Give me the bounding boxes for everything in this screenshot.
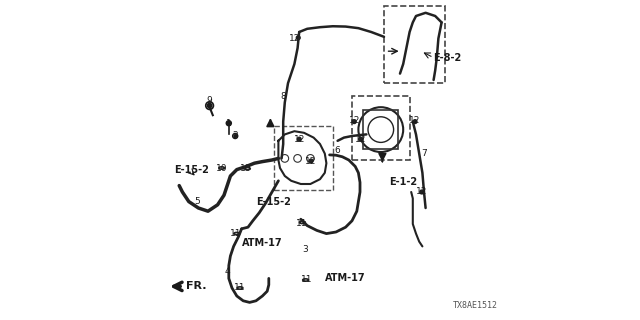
Text: 11: 11	[301, 276, 312, 284]
Text: E-15-2: E-15-2	[256, 196, 291, 207]
Text: 5: 5	[194, 197, 200, 206]
Circle shape	[227, 121, 232, 126]
Circle shape	[296, 36, 300, 40]
Circle shape	[234, 135, 237, 137]
Text: ATM-17: ATM-17	[325, 273, 365, 284]
Text: E-1-2: E-1-2	[388, 177, 417, 188]
Text: 6: 6	[335, 146, 340, 155]
Text: 11: 11	[296, 220, 307, 228]
Circle shape	[207, 103, 212, 108]
Text: 12: 12	[410, 116, 420, 125]
Text: 7: 7	[421, 149, 427, 158]
Text: 10: 10	[216, 164, 227, 172]
Text: 12: 12	[305, 157, 317, 166]
Text: 4: 4	[225, 268, 230, 276]
Text: E-8-2: E-8-2	[434, 52, 462, 63]
Text: 11: 11	[230, 229, 241, 238]
Text: ATM-17: ATM-17	[242, 238, 282, 248]
Text: 12: 12	[349, 116, 360, 125]
Text: 9: 9	[207, 96, 212, 105]
Text: 12: 12	[289, 34, 301, 43]
Text: 11: 11	[234, 284, 245, 292]
Text: E-15-2: E-15-2	[174, 164, 209, 175]
Text: FR.: FR.	[186, 281, 207, 292]
Circle shape	[420, 190, 424, 194]
Text: 12: 12	[355, 135, 366, 144]
Text: 12: 12	[294, 135, 305, 144]
Text: 8: 8	[280, 92, 286, 100]
Circle shape	[297, 137, 301, 141]
Text: TX8AE1512: TX8AE1512	[453, 301, 498, 310]
Text: 2: 2	[232, 131, 238, 140]
Circle shape	[358, 137, 362, 141]
Text: 1: 1	[226, 119, 232, 128]
Text: 10: 10	[240, 164, 252, 172]
Text: 3: 3	[303, 245, 308, 254]
Circle shape	[352, 120, 356, 124]
Circle shape	[413, 120, 417, 124]
Circle shape	[309, 159, 313, 163]
Text: 12: 12	[416, 188, 428, 196]
